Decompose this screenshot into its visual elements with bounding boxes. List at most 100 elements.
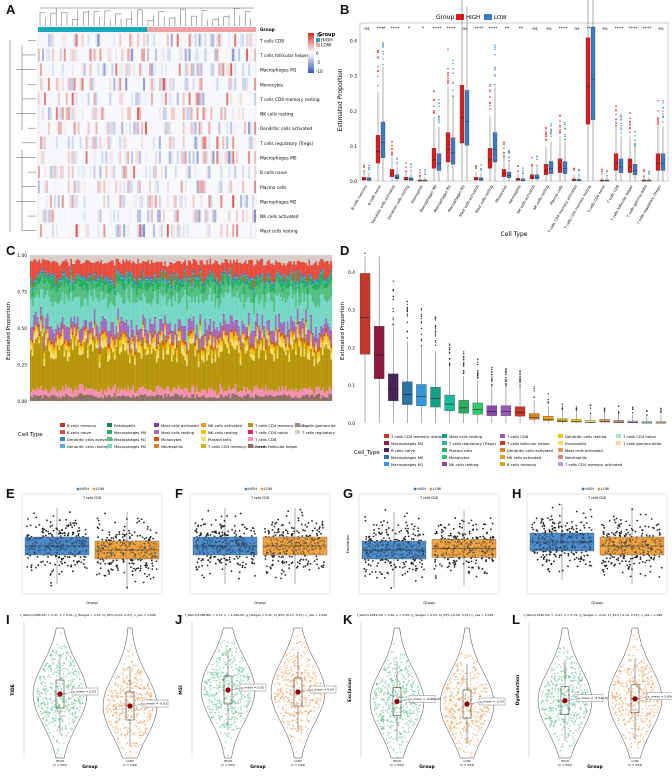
stack-segment bbox=[48, 337, 51, 341]
legend-swatch bbox=[384, 455, 389, 459]
stack-segment bbox=[117, 326, 120, 333]
stack-segment bbox=[45, 395, 47, 401]
heatmap-cell bbox=[75, 195, 78, 208]
stack-segment bbox=[48, 326, 51, 328]
stack-segment bbox=[107, 347, 110, 350]
stack-segment bbox=[305, 334, 307, 389]
stack-segment bbox=[291, 336, 294, 342]
stack-segment bbox=[295, 342, 297, 343]
heatmap-cell bbox=[69, 48, 72, 62]
x-tick-label: Neutrophils bbox=[508, 184, 522, 204]
outlier-point bbox=[420, 333, 423, 336]
stack-segment bbox=[142, 324, 145, 326]
stack-segment bbox=[123, 262, 126, 263]
heatmap-cell bbox=[99, 107, 102, 120]
heatmap-cell bbox=[99, 165, 102, 179]
stack-segment bbox=[264, 283, 267, 289]
stack-segment bbox=[249, 280, 252, 291]
heatmap-cell bbox=[101, 151, 104, 164]
heatmap-cell bbox=[164, 77, 167, 91]
stack-segment bbox=[266, 395, 269, 401]
stack-segment bbox=[296, 329, 299, 338]
outlier-point bbox=[505, 382, 507, 385]
stack-segment bbox=[266, 282, 269, 294]
stack-segment bbox=[212, 274, 215, 282]
stack-segment bbox=[323, 323, 326, 325]
stack-segment bbox=[80, 392, 83, 401]
heatmap-row-label: NK cells activated bbox=[260, 214, 299, 220]
stack-segment bbox=[145, 329, 148, 331]
heatmap-cell bbox=[152, 224, 155, 237]
data-point bbox=[75, 535, 78, 538]
heatmap-cell bbox=[184, 77, 187, 91]
heatmap-cell bbox=[192, 63, 195, 76]
stack-segment bbox=[51, 272, 54, 275]
heatmap-cell bbox=[202, 92, 205, 106]
stack-segment bbox=[229, 260, 232, 268]
stack-segment bbox=[73, 264, 76, 282]
stack-segment bbox=[271, 301, 274, 331]
legend-label: T cells CD8 bbox=[506, 434, 529, 439]
stack-segment bbox=[30, 392, 32, 396]
stack-segment bbox=[273, 287, 276, 293]
stack-segment bbox=[155, 345, 158, 349]
stack-segment bbox=[128, 396, 131, 401]
stack-segment bbox=[330, 281, 333, 297]
stack-segment bbox=[187, 391, 190, 398]
heatmap-cell bbox=[99, 34, 102, 47]
legend-swatch bbox=[558, 448, 563, 452]
stack-segment bbox=[310, 277, 313, 286]
heatmap-cell bbox=[61, 63, 64, 76]
stack-segment bbox=[251, 354, 254, 360]
stack-segment bbox=[43, 359, 46, 366]
stack-segment bbox=[130, 348, 133, 390]
stack-segment bbox=[98, 350, 101, 354]
heatmap-cell bbox=[41, 209, 44, 223]
heatmap-cell bbox=[57, 107, 60, 120]
outlier-point bbox=[477, 373, 479, 375]
stack-segment bbox=[298, 293, 301, 306]
stack-segment bbox=[31, 327, 34, 328]
stack-segment bbox=[140, 283, 143, 290]
stack-segment bbox=[125, 259, 128, 260]
outlier-point bbox=[617, 405, 620, 407]
stack-segment bbox=[202, 286, 205, 287]
stack-segment bbox=[75, 324, 78, 334]
outlier-point bbox=[477, 363, 479, 366]
stack-segment bbox=[33, 279, 36, 282]
stack-segment bbox=[274, 331, 277, 337]
stack-segment bbox=[169, 331, 172, 334]
stack-segment bbox=[328, 299, 331, 328]
stack-segment bbox=[256, 386, 259, 396]
stack-segment bbox=[63, 324, 66, 326]
outlier-point bbox=[420, 345, 423, 347]
stack-segment bbox=[78, 296, 81, 331]
outlier-point bbox=[494, 48, 496, 50]
stack-segment bbox=[234, 331, 237, 334]
stack-segment bbox=[182, 343, 185, 346]
stack-segment bbox=[191, 302, 193, 322]
stack-segment bbox=[306, 341, 309, 346]
heatmap-cell bbox=[87, 224, 90, 237]
stack-segment bbox=[159, 262, 162, 277]
stack-segment bbox=[288, 362, 291, 390]
stack-segment bbox=[283, 285, 286, 298]
stack-segment bbox=[295, 286, 297, 292]
stack-segment bbox=[113, 307, 116, 335]
stack-segment bbox=[288, 329, 291, 330]
stack-segment bbox=[313, 393, 316, 398]
legend-swatch bbox=[60, 437, 65, 441]
stack-segment bbox=[278, 284, 281, 294]
scale-tick: 0 bbox=[316, 51, 319, 56]
heatmap-cell bbox=[240, 34, 243, 47]
stack-segment bbox=[130, 263, 133, 265]
stack-segment bbox=[266, 335, 269, 340]
heatmap-cell bbox=[129, 180, 132, 194]
stack-segment bbox=[316, 304, 319, 339]
stack-segment bbox=[130, 389, 133, 398]
stack-segment bbox=[276, 330, 279, 344]
stack-segment bbox=[85, 329, 88, 332]
stack-segment bbox=[253, 303, 255, 315]
stack-segment bbox=[279, 322, 282, 324]
stack-segment bbox=[112, 396, 115, 401]
